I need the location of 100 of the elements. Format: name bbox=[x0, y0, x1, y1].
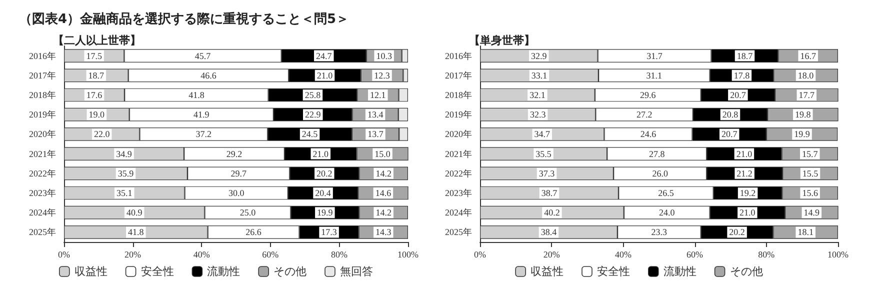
data-label: 21.0 bbox=[312, 148, 329, 159]
data-label: 37.2 bbox=[196, 129, 212, 140]
data-label: 24.5 bbox=[302, 129, 318, 140]
data-label: 37.3 bbox=[538, 168, 556, 178]
y-tick-label: 2019年 bbox=[445, 110, 472, 120]
data-label: 14.3 bbox=[376, 227, 392, 238]
data-label: 15.7 bbox=[802, 148, 818, 159]
data-label: 22.9 bbox=[305, 110, 322, 120]
data-label: 17.5 bbox=[86, 50, 102, 61]
data-label: 21.0 bbox=[740, 208, 756, 218]
data-label: 20.2 bbox=[316, 168, 332, 178]
legend-label: 収益性 bbox=[530, 265, 564, 278]
y-tick-label: 2016年 bbox=[29, 50, 56, 61]
data-label: 19.9 bbox=[317, 208, 334, 218]
x-tick-label: 60% bbox=[262, 250, 280, 260]
data-label: 10.3 bbox=[376, 50, 392, 61]
x-tick-label: 20% bbox=[543, 250, 560, 260]
y-tick-label: 2022年 bbox=[445, 168, 472, 178]
data-label: 17.6 bbox=[86, 90, 103, 100]
data-label: 31.7 bbox=[646, 50, 663, 61]
legend-label: 安全性 bbox=[140, 265, 174, 278]
data-label: 20.7 bbox=[721, 129, 738, 140]
x-tick-label: 80% bbox=[330, 250, 348, 260]
data-label: 18.1 bbox=[798, 227, 814, 238]
data-label: 29.2 bbox=[226, 148, 242, 159]
data-label: 35.1 bbox=[116, 188, 132, 198]
x-tick-label: 0% bbox=[474, 250, 486, 260]
data-label: 29.6 bbox=[640, 90, 656, 100]
data-label: 18.7 bbox=[88, 70, 105, 80]
y-tick-label: 2020年 bbox=[445, 129, 472, 140]
legend-label: その他 bbox=[730, 265, 763, 278]
chart-subtitle: 【二人以上世帯】 bbox=[53, 34, 141, 47]
x-tick-label: 100% bbox=[398, 250, 419, 260]
data-label: 20.8 bbox=[722, 110, 739, 120]
legend-label: その他 bbox=[274, 265, 307, 278]
y-tick-label: 2020年 bbox=[29, 129, 56, 140]
data-label: 41.9 bbox=[194, 110, 210, 120]
data-label: 18.0 bbox=[798, 70, 814, 80]
y-tick-label: 2024年 bbox=[29, 208, 56, 218]
data-label: 18.7 bbox=[736, 50, 754, 61]
data-label: 17.3 bbox=[321, 227, 338, 238]
y-tick-label: 2024年 bbox=[445, 208, 472, 218]
data-label: 40.9 bbox=[126, 208, 143, 218]
data-label: 15.6 bbox=[802, 188, 818, 198]
data-label: 24.6 bbox=[640, 129, 657, 140]
data-label: 41.8 bbox=[128, 227, 144, 238]
data-label: 21.0 bbox=[316, 70, 334, 80]
chart-title: （図表4）金融商品を選択する際に重視すること＜問5＞ bbox=[19, 11, 350, 27]
data-label: 41.8 bbox=[188, 90, 205, 100]
data-label: 32.9 bbox=[531, 50, 548, 61]
data-label: 13.4 bbox=[367, 110, 384, 120]
data-label: 29.7 bbox=[230, 168, 247, 178]
data-label: 14.6 bbox=[375, 188, 392, 198]
data-label: 46.6 bbox=[200, 70, 217, 80]
y-tick-label: 2019年 bbox=[29, 110, 56, 120]
data-label: 12.3 bbox=[374, 70, 390, 80]
y-tick-label: 2023年 bbox=[29, 188, 56, 198]
data-label: 19.2 bbox=[740, 188, 756, 198]
data-label: 22.0 bbox=[94, 129, 110, 140]
data-label: 19.8 bbox=[795, 110, 812, 120]
data-label: 17.7 bbox=[798, 90, 816, 100]
y-tick-label: 2017年 bbox=[29, 70, 56, 80]
x-tick-label: 100% bbox=[828, 250, 849, 260]
data-label: 38.7 bbox=[541, 188, 558, 198]
data-label: 32.3 bbox=[530, 110, 546, 120]
data-label: 14.9 bbox=[804, 208, 820, 218]
x-tick-label: 60% bbox=[686, 250, 704, 260]
y-tick-label: 2023年 bbox=[445, 188, 472, 198]
data-label: 17.8 bbox=[734, 70, 750, 80]
data-label: 38.4 bbox=[540, 227, 558, 238]
data-label: 12.1 bbox=[370, 90, 386, 100]
data-label: 27.8 bbox=[648, 148, 666, 159]
data-label: 13.7 bbox=[368, 129, 384, 140]
data-label: 26.5 bbox=[658, 188, 674, 198]
legend-label: 無回答 bbox=[340, 265, 373, 278]
data-label: 24.0 bbox=[659, 208, 676, 218]
data-label: 31.1 bbox=[646, 70, 662, 80]
y-tick-label: 2021年 bbox=[445, 148, 472, 159]
data-label: 30.0 bbox=[228, 188, 245, 198]
data-label: 14.2 bbox=[376, 168, 392, 178]
data-label: 20.4 bbox=[315, 188, 332, 198]
data-label: 35.9 bbox=[118, 168, 134, 178]
data-label: 25.0 bbox=[240, 208, 256, 218]
data-label: 45.7 bbox=[194, 50, 212, 61]
y-tick-label: 2018年 bbox=[445, 90, 472, 100]
data-label: 21.2 bbox=[736, 168, 752, 178]
data-label: 20.7 bbox=[730, 90, 746, 100]
data-label: 21.0 bbox=[736, 148, 753, 159]
data-label: 15.5 bbox=[802, 168, 819, 178]
legend-label: 安全性 bbox=[597, 265, 630, 278]
data-label: 20.2 bbox=[729, 227, 745, 238]
data-label: 14.2 bbox=[376, 208, 392, 218]
data-label: 25.8 bbox=[304, 90, 322, 100]
data-label: 32.1 bbox=[530, 90, 546, 100]
data-label: 27.2 bbox=[636, 110, 652, 120]
chart-subtitle: 【単身世帯】 bbox=[469, 34, 535, 47]
data-label: 26.0 bbox=[652, 168, 668, 178]
data-label: 16.7 bbox=[800, 50, 816, 61]
data-label: 23.3 bbox=[651, 227, 668, 238]
y-tick-label: 2017年 bbox=[445, 70, 472, 80]
